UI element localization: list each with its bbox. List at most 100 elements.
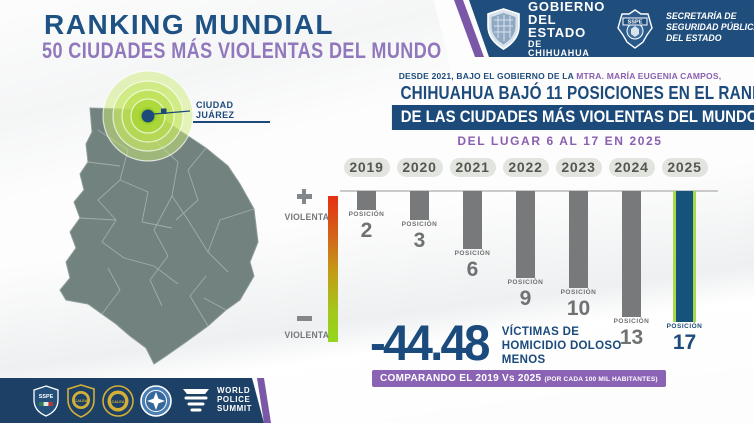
chart-column-2024: 2024 POSICIÓN 13 [605, 158, 658, 348]
secretaria-line3: DEL ESTADO [666, 32, 722, 44]
world-police-summit-label: WORLD POLICE SUMMIT [217, 386, 253, 413]
city-label-juarez: CIUDAD JUÁREZ [193, 100, 270, 123]
chart-column-2023: 2023 POSICIÓN 10 [552, 158, 605, 319]
position-word: POSICIÓN [454, 250, 491, 257]
ranking-bar [569, 191, 588, 288]
position-number: 17 [672, 330, 697, 354]
scale-more-label: VIOLENTA [284, 212, 330, 223]
position-word: POSICIÓN [613, 318, 650, 325]
position-word: POSICIÓN [666, 323, 703, 330]
position-number: 3 [413, 228, 426, 252]
svg-text:CALEA: CALEA [74, 399, 87, 403]
stat-label: VÍCTIMAS DE HOMICIDIO DOLOSO MENOS [502, 320, 622, 367]
svg-text:SSPE: SSPE [628, 19, 643, 25]
chart-column-2020: 2020 POSICIÓN 3 [393, 158, 446, 251]
position-number: 6 [466, 257, 479, 281]
minus-icon [296, 316, 312, 321]
year-pill: 2021 [449, 158, 496, 177]
ranking-chart: 2019 POSICIÓN 2 2020 POSICIÓN 3 2021 POSICIÓN 6 2… [340, 158, 725, 378]
chart-column-2022: 2022 POSICIÓN 9 [499, 158, 552, 309]
ranking-label: POSICIÓN 2 [340, 211, 393, 242]
position-word: POSICIÓN [401, 221, 438, 228]
scale-less-violent: VIOLENTA [282, 316, 330, 343]
headline-intro: DESDE 2021, BAJO EL GOBIERNO DE LA MTRA.… [366, 71, 754, 81]
gobierno-text: GOBIERNO DEL ESTADO DE CHIHUAHUA [528, 0, 606, 58]
headline-range: DEL LUGAR 6 AL 17 EN 2025 [457, 134, 663, 148]
chihuahua-state-shield-icon [487, 7, 520, 50]
position-number: 2 [360, 218, 373, 242]
page-subtitle: 50 CIUDADES MÁS VIOLENTAS DEL MUNDO [42, 38, 442, 63]
footer-calea-shield-icon: CALEA [67, 383, 95, 418]
position-word: POSICIÓN [560, 289, 597, 296]
ranking-label: POSICIÓN 9 [499, 279, 552, 310]
stat-label-line3: MENOS [501, 353, 546, 366]
government-banner: GOBIERNO DEL ESTADO DE CHIHUAHUA SSPE SE… [469, 0, 754, 58]
ranking-bar [463, 191, 482, 249]
position-word: POSICIÓN [507, 279, 544, 286]
year-pill: 2020 [396, 158, 443, 177]
chart-column-2021: 2021 POSICIÓN 6 [446, 158, 499, 280]
year-pill: 2019 [343, 158, 390, 177]
label-connector-marker [161, 108, 167, 114]
ranking-label: POSICIÓN 3 [393, 221, 446, 252]
comparison-bold: COMPARANDO EL 2019 Vs 2025 [380, 372, 542, 384]
secretaria-line2: SEGURIDAD PÚBLICA [666, 22, 754, 34]
ranking-label: POSICIÓN 6 [446, 250, 499, 281]
scale-more-violent: VIOLENTA [282, 189, 330, 225]
ranking-bar [673, 191, 696, 322]
position-number: 9 [519, 286, 532, 310]
chart-column-2025: 2025 POSICIÓN 17 [658, 158, 711, 353]
gobierno-line2: DEL ESTADO [528, 11, 587, 40]
stat-label-line2: HOMICIDIO DOLOSO [501, 339, 622, 352]
ranking-label: POSICIÓN 17 [658, 323, 711, 354]
footer-logos-banner: SSPE CALEA CALEA WOR [0, 378, 264, 423]
year-pill: 2023 [555, 158, 602, 177]
plus-icon [296, 189, 312, 204]
wps-line2: POLICE [217, 395, 251, 405]
comparison-small: (POR CADA 100 MIL HABITANTES) [544, 375, 658, 383]
ranking-bar [357, 191, 376, 210]
comparison-banner: COMPARANDO EL 2019 Vs 2025 (POR CADA 100… [372, 369, 666, 387]
wps-line1: WORLD [217, 386, 251, 396]
sspe-badge-icon: SSPE [617, 8, 653, 49]
headline-boxed: DE LAS CIUDADES MÁS VIOLENTAS DEL MUNDO: [391, 105, 754, 130]
chart-column-2019: 2019 POSICIÓN 2 [340, 158, 393, 241]
violence-gradient-bar [328, 196, 338, 342]
ranking-bar [622, 191, 641, 317]
year-pill: 2022 [502, 158, 549, 177]
page-title: RANKING MUNDIAL [44, 9, 335, 40]
juarez-location-dot [141, 109, 155, 123]
headline-main: CHIHUAHUA BAJÓ 11 POSICIONES EN EL RANKI… [400, 83, 754, 103]
position-number: 10 [566, 296, 591, 320]
year-pill: 2025 [661, 158, 708, 177]
world-police-summit-icon [183, 388, 209, 411]
headline-intro-highlight: MTRA. MARÍA EUGENIA CAMPOS, [576, 71, 722, 81]
statistic-block: -44.48 VÍCTIMAS DE HOMICIDIO DOLOSO MENO… [370, 315, 700, 387]
secretaria-text: SECRETARÍA DE SEGURIDAD PÚBLICA DEL ESTA… [666, 11, 754, 45]
headline-intro-normal: DESDE 2021, BAJO EL GOBIERNO DE LA [398, 71, 577, 81]
secretaria-line1: SECRETARÍA DE [666, 11, 737, 23]
wps-line3: SUMMIT [217, 403, 253, 413]
scale-less-label: VIOLENTA [284, 329, 330, 341]
ranking-bar [516, 191, 535, 278]
ranking-label: POSICIÓN 13 [605, 318, 658, 349]
chihuahua-state-outline [59, 70, 259, 365]
position-number: 13 [619, 325, 644, 349]
svg-text:CALEA: CALEA [111, 400, 124, 404]
ranking-bar [410, 191, 429, 220]
position-word: POSICIÓN [348, 211, 385, 218]
gobierno-line3: DE CHIHUAHUA [528, 38, 590, 58]
stat-label-line1: VÍCTIMAS DE [501, 326, 580, 339]
stat-value: -44.48 [370, 315, 490, 371]
footer-eagle-circle-icon [140, 384, 172, 417]
chihuahua-map: CIUDAD JUÁREZ [58, 70, 270, 372]
headline-block: DESDE 2021, BAJO EL GOBIERNO DE LA MTRA.… [366, 71, 754, 148]
label-connector-line [153, 110, 191, 115]
svg-text:SSPE: SSPE [39, 394, 54, 400]
year-pill: 2024 [608, 158, 655, 177]
gobierno-line1: GOBIERNO [528, 0, 606, 14]
footer-sspe-badge-icon: SSPE [33, 384, 59, 417]
footer-calea-circle-icon: CALEA [102, 384, 134, 417]
ranking-label: POSICIÓN 10 [552, 289, 605, 320]
